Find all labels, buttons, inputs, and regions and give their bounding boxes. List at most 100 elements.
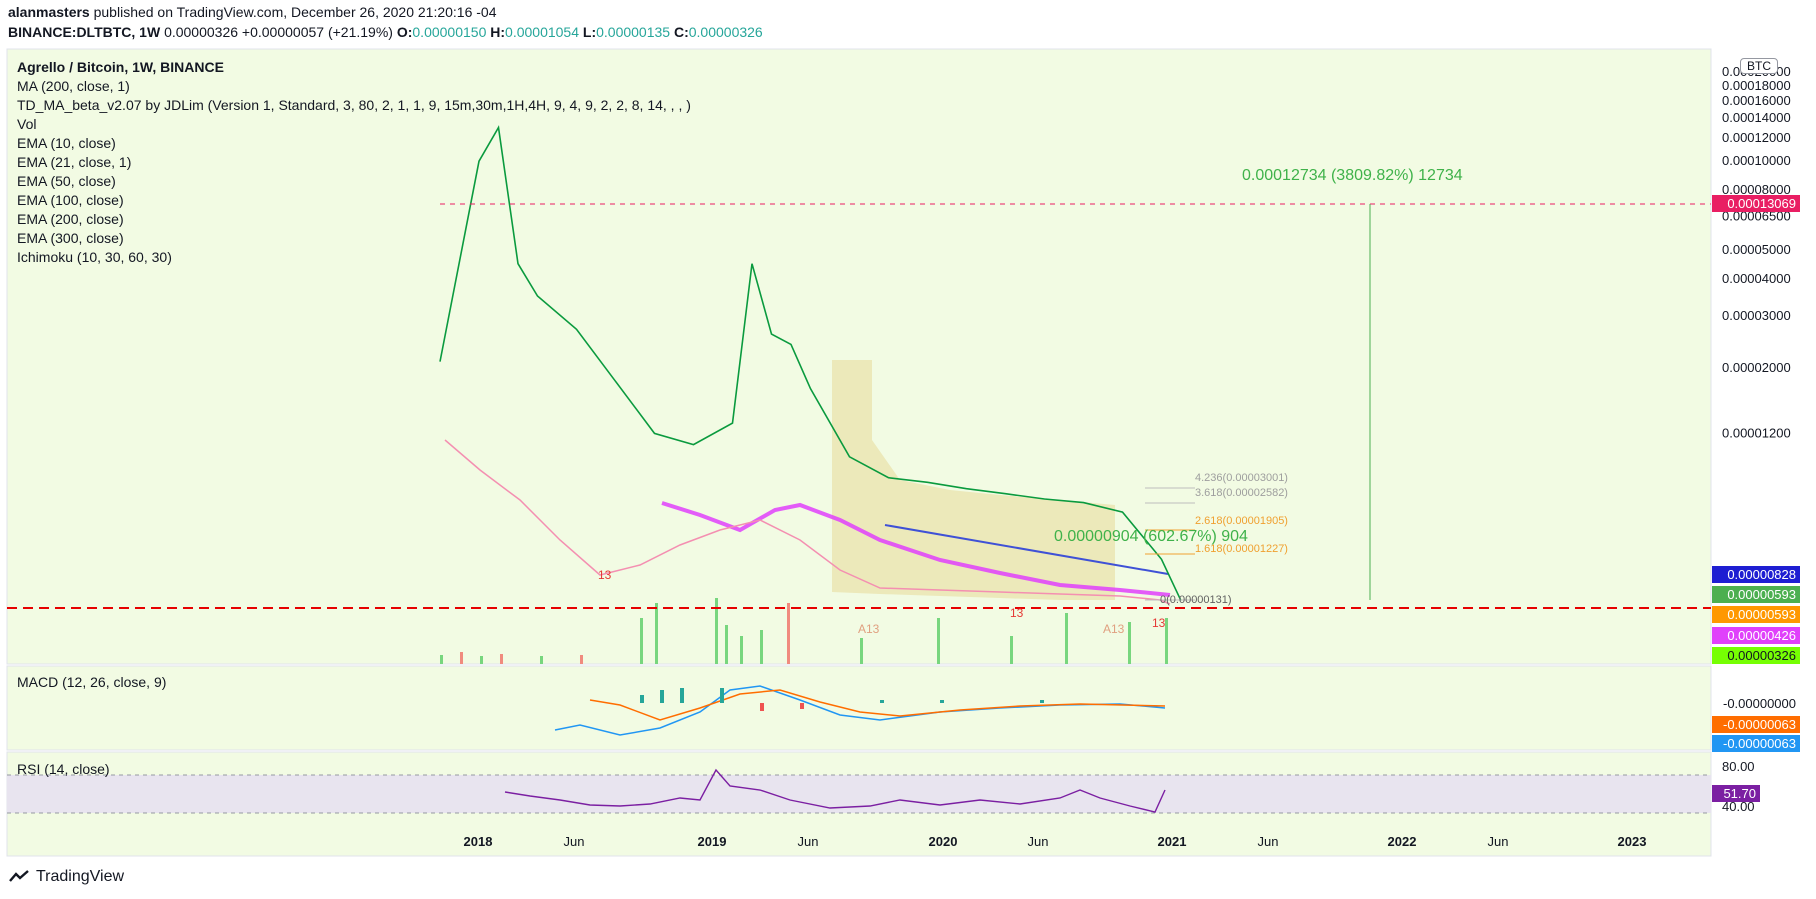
x-tick-label: 2021: [1158, 834, 1187, 849]
volume-bar: [715, 598, 718, 664]
volume-bar: [580, 655, 583, 664]
volume-bar: [460, 652, 463, 664]
tradingview-brand: TradingView: [36, 868, 125, 885]
fib-lines: [1145, 487, 1195, 601]
fib-label: 0(0.00000131): [1160, 594, 1232, 606]
tradingview-logo[interactable]: TradingView: [8, 868, 124, 886]
td-label: 13: [598, 568, 612, 582]
price-tag-high: 0.00013069: [1712, 195, 1800, 212]
td-label: A13: [1103, 622, 1125, 636]
price-tag-trendline: 0.00000828: [1712, 566, 1800, 583]
ichimoku-cloud: [832, 360, 1115, 600]
volume-bar: [1010, 636, 1013, 664]
x-tick-label: 2022: [1388, 834, 1417, 849]
ema-line: [444, 439, 1171, 605]
indicator-item[interactable]: EMA (300, close): [17, 230, 124, 246]
author-name[interactable]: alanmasters: [8, 4, 90, 20]
y-tick-label: 0.00005000: [1722, 242, 1791, 257]
y-tick-label: 0.00002000: [1722, 360, 1791, 375]
trendline-blue: [884, 524, 1169, 575]
low-value: 0.00000135: [596, 24, 671, 40]
fib-label: 3.618(0.00002582): [1195, 487, 1288, 499]
y-tick-label: 0.00018000: [1722, 78, 1791, 93]
indicator-legend: Agrello / Bitcoin, 1W, BINANCE MA (200, …: [17, 58, 691, 267]
macd-pane-bg: [6, 665, 1712, 751]
y-tick-label: 0.00006500: [1722, 209, 1791, 224]
volume-bar: [937, 618, 940, 664]
indicator-item[interactable]: Vol: [17, 116, 37, 132]
x-tick-label: 2023: [1618, 834, 1647, 849]
rsi-line: [504, 768, 1166, 813]
price-tag-last: 0.00000326: [1712, 647, 1800, 664]
indicator-item[interactable]: EMA (100, close): [17, 192, 124, 208]
x-tick-label: Jun: [798, 834, 819, 849]
y-tick-label: 0.00016000: [1722, 93, 1791, 108]
ohlc-row: BINANCE:DLTBTC, 1W 0.00000326 +0.0000005…: [8, 24, 763, 40]
rsi-band: [7, 775, 1711, 813]
price-tag-ema: 0.00000593: [1712, 586, 1800, 603]
volume-bar: [640, 618, 643, 664]
price-tag-ma200: 0.00000426: [1712, 627, 1800, 644]
fib-label: 1.618(0.00001227): [1195, 543, 1288, 555]
volume-bar: [1128, 622, 1131, 664]
close-label: C:: [673, 24, 689, 40]
volume-bar: [740, 636, 743, 664]
volume-bar: [1165, 618, 1168, 664]
publish-info: alanmasters published on TradingView.com…: [8, 4, 497, 20]
rsi-value-tag: 51.70: [1712, 785, 1760, 802]
macd-histogram: [640, 688, 1044, 711]
open-value: 0.00000150: [412, 24, 487, 40]
volume-bar: [440, 655, 443, 664]
price-series-line: [439, 125, 1182, 602]
td-label: 13: [1010, 606, 1024, 620]
indicator-item[interactable]: TD_MA_beta_v2.07 by JDLim (Version 1, St…: [17, 97, 691, 113]
indicator-item[interactable]: Ichimoku (10, 30, 60, 30): [17, 249, 172, 265]
macd-tag-macd: -0.00000063: [1712, 735, 1800, 752]
indicator-item[interactable]: EMA (21, close, 1): [17, 154, 132, 170]
price-change: +0.00000057 (+21.19%): [241, 24, 393, 40]
volume-bar: [655, 603, 658, 664]
x-tick-label: Jun: [1028, 834, 1049, 849]
rsi-title[interactable]: RSI (14, close): [17, 761, 110, 777]
range-big-label: 0.00012734 (3809.82%) 12734: [1242, 167, 1463, 184]
x-tick-label: 2019: [698, 834, 727, 849]
macd-title[interactable]: MACD (12, 26, close, 9): [17, 674, 167, 690]
y-tick-label: 0.00001200: [1722, 425, 1791, 440]
indicator-item[interactable]: MA (200, close, 1): [17, 78, 130, 94]
y-tick-label: 0.00014000: [1722, 110, 1791, 125]
low-label: L:: [582, 24, 597, 40]
volume-bar: [540, 656, 543, 664]
last-price: 0.00000326: [164, 24, 239, 40]
open-label: O:: [396, 24, 413, 40]
y-tick-label: 0.00003000: [1722, 308, 1791, 323]
range-small-label: 0.00000904 (602.67%) 904: [1054, 528, 1248, 545]
signal-line: [589, 689, 1166, 721]
publish-text: published on TradingView.com, December 2…: [93, 4, 497, 20]
x-tick-label: Jun: [1488, 834, 1509, 849]
td-label: A13: [858, 622, 880, 636]
indicator-item[interactable]: EMA (50, close): [17, 173, 116, 189]
macd-tag-hist: -0.00000000: [1712, 695, 1800, 712]
y-tick-label: 0.00004000: [1722, 271, 1791, 286]
volume-bars: [440, 598, 1168, 664]
volume-bar: [860, 638, 863, 664]
x-tick-label: 2018: [464, 834, 493, 849]
volume-bar: [760, 630, 763, 664]
y-tick-label: 0.00012000: [1722, 130, 1791, 145]
td-label: 13: [1152, 616, 1166, 630]
x-tick-label: Jun: [1258, 834, 1279, 849]
y-tick-label: 0.00010000: [1722, 153, 1791, 168]
y-tick-label: 0.00008000: [1722, 182, 1791, 197]
indicator-item[interactable]: EMA (10, close): [17, 135, 116, 151]
volume-bar: [787, 603, 790, 664]
symbol-label: BINANCE:DLTBTC, 1W: [8, 24, 161, 40]
volume-bar: [725, 625, 728, 664]
high-label: H:: [490, 24, 506, 40]
macd-tag-signal: -0.00000063: [1712, 716, 1800, 733]
chart-title[interactable]: Agrello / Bitcoin, 1W, BINANCE: [17, 59, 224, 75]
close-value: 0.00000326: [688, 24, 763, 40]
indicator-item[interactable]: EMA (200, close): [17, 211, 124, 227]
currency-badge[interactable]: BTC: [1740, 58, 1778, 74]
x-tick-label: Jun: [564, 834, 585, 849]
